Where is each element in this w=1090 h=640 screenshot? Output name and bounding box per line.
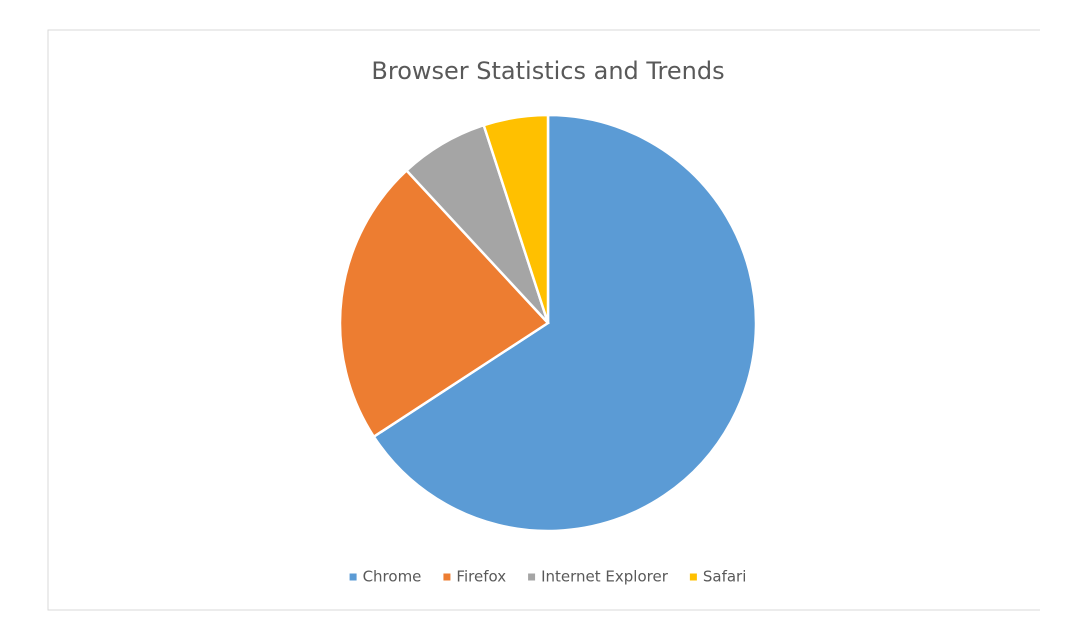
legend-marker [349,573,357,581]
legend-marker [528,573,536,581]
chart-title: Browser Statistics and Trends [371,57,724,85]
legend-label: Chrome [363,568,422,586]
pie-slice [482,113,550,324]
legend-label: Internet Explorer [541,568,669,586]
pie-slice [372,113,758,533]
legend-label: Safari [703,568,747,586]
pie-slice [338,168,550,439]
pie [338,113,758,533]
legend-label: Firefox [456,568,506,586]
legend: Chrome Firefox Internet Explorer Safari [349,568,747,586]
legend-marker [443,573,451,581]
legend-marker [689,573,697,581]
chart-frame [47,29,1040,611]
